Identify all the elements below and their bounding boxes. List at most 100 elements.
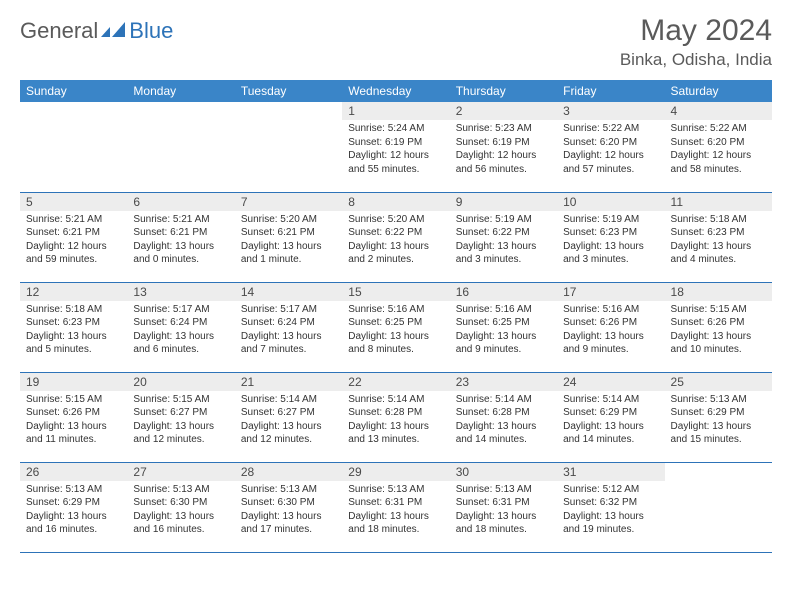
day-details: Sunrise: 5:22 AMSunset: 6:20 PMDaylight:…	[665, 120, 772, 180]
day-number: 9	[450, 193, 557, 211]
calendar-day-cell: 13Sunrise: 5:17 AMSunset: 6:24 PMDayligh…	[127, 282, 234, 372]
day-number: 27	[127, 463, 234, 481]
day-number: 12	[20, 283, 127, 301]
calendar-day-cell: 31Sunrise: 5:12 AMSunset: 6:32 PMDayligh…	[557, 462, 664, 552]
day-details: Sunrise: 5:13 AMSunset: 6:30 PMDaylight:…	[127, 481, 234, 541]
day-number: 25	[665, 373, 772, 391]
calendar-day-cell: 4Sunrise: 5:22 AMSunset: 6:20 PMDaylight…	[665, 102, 772, 192]
calendar-day-cell	[235, 102, 342, 192]
day-details: Sunrise: 5:24 AMSunset: 6:19 PMDaylight:…	[342, 120, 449, 180]
day-number: 31	[557, 463, 664, 481]
day-details: Sunrise: 5:12 AMSunset: 6:32 PMDaylight:…	[557, 481, 664, 541]
day-number: 14	[235, 283, 342, 301]
day-details: Sunrise: 5:18 AMSunset: 6:23 PMDaylight:…	[20, 301, 127, 361]
calendar-day-cell: 6Sunrise: 5:21 AMSunset: 6:21 PMDaylight…	[127, 192, 234, 282]
day-details: Sunrise: 5:16 AMSunset: 6:25 PMDaylight:…	[342, 301, 449, 361]
day-details: Sunrise: 5:19 AMSunset: 6:23 PMDaylight:…	[557, 211, 664, 271]
day-details: Sunrise: 5:18 AMSunset: 6:23 PMDaylight:…	[665, 211, 772, 271]
calendar-day-cell: 8Sunrise: 5:20 AMSunset: 6:22 PMDaylight…	[342, 192, 449, 282]
day-details: Sunrise: 5:22 AMSunset: 6:20 PMDaylight:…	[557, 120, 664, 180]
day-details: Sunrise: 5:13 AMSunset: 6:30 PMDaylight:…	[235, 481, 342, 541]
day-details: Sunrise: 5:21 AMSunset: 6:21 PMDaylight:…	[127, 211, 234, 271]
day-number: 1	[342, 102, 449, 120]
day-number: 17	[557, 283, 664, 301]
brand-sails-icon	[101, 20, 127, 38]
day-details: Sunrise: 5:13 AMSunset: 6:29 PMDaylight:…	[665, 391, 772, 451]
day-details: Sunrise: 5:19 AMSunset: 6:22 PMDaylight:…	[450, 211, 557, 271]
day-details: Sunrise: 5:17 AMSunset: 6:24 PMDaylight:…	[235, 301, 342, 361]
day-details: Sunrise: 5:20 AMSunset: 6:22 PMDaylight:…	[342, 211, 449, 271]
day-details: Sunrise: 5:15 AMSunset: 6:26 PMDaylight:…	[665, 301, 772, 361]
calendar-day-cell	[127, 102, 234, 192]
day-number: 21	[235, 373, 342, 391]
weekday-header: Saturday	[665, 80, 772, 102]
day-details: Sunrise: 5:20 AMSunset: 6:21 PMDaylight:…	[235, 211, 342, 271]
calendar-day-cell: 24Sunrise: 5:14 AMSunset: 6:29 PMDayligh…	[557, 372, 664, 462]
day-number: 5	[20, 193, 127, 211]
calendar-day-cell: 9Sunrise: 5:19 AMSunset: 6:22 PMDaylight…	[450, 192, 557, 282]
day-number: 8	[342, 193, 449, 211]
calendar-day-cell: 26Sunrise: 5:13 AMSunset: 6:29 PMDayligh…	[20, 462, 127, 552]
day-number: 2	[450, 102, 557, 120]
calendar-day-cell	[665, 462, 772, 552]
calendar-day-cell: 21Sunrise: 5:14 AMSunset: 6:27 PMDayligh…	[235, 372, 342, 462]
day-details: Sunrise: 5:15 AMSunset: 6:26 PMDaylight:…	[20, 391, 127, 451]
calendar-day-cell: 17Sunrise: 5:16 AMSunset: 6:26 PMDayligh…	[557, 282, 664, 372]
calendar-day-cell: 14Sunrise: 5:17 AMSunset: 6:24 PMDayligh…	[235, 282, 342, 372]
calendar-day-cell: 3Sunrise: 5:22 AMSunset: 6:20 PMDaylight…	[557, 102, 664, 192]
calendar-day-cell: 5Sunrise: 5:21 AMSunset: 6:21 PMDaylight…	[20, 192, 127, 282]
day-number: 16	[450, 283, 557, 301]
weekday-header: Thursday	[450, 80, 557, 102]
day-number: 28	[235, 463, 342, 481]
day-details: Sunrise: 5:13 AMSunset: 6:29 PMDaylight:…	[20, 481, 127, 541]
weekday-header: Wednesday	[342, 80, 449, 102]
day-number: 30	[450, 463, 557, 481]
day-number: 23	[450, 373, 557, 391]
calendar-day-cell: 12Sunrise: 5:18 AMSunset: 6:23 PMDayligh…	[20, 282, 127, 372]
calendar-header-row: SundayMondayTuesdayWednesdayThursdayFrid…	[20, 80, 772, 102]
brand-name-part1: General	[20, 18, 98, 44]
calendar-day-cell: 28Sunrise: 5:13 AMSunset: 6:30 PMDayligh…	[235, 462, 342, 552]
day-number: 26	[20, 463, 127, 481]
day-details: Sunrise: 5:16 AMSunset: 6:26 PMDaylight:…	[557, 301, 664, 361]
weekday-header: Sunday	[20, 80, 127, 102]
calendar-day-cell: 27Sunrise: 5:13 AMSunset: 6:30 PMDayligh…	[127, 462, 234, 552]
weekday-header: Friday	[557, 80, 664, 102]
calendar-day-cell: 20Sunrise: 5:15 AMSunset: 6:27 PMDayligh…	[127, 372, 234, 462]
calendar-day-cell: 10Sunrise: 5:19 AMSunset: 6:23 PMDayligh…	[557, 192, 664, 282]
calendar-page: General Blue May 2024 Binka, Odisha, Ind…	[0, 0, 792, 573]
calendar-day-cell: 18Sunrise: 5:15 AMSunset: 6:26 PMDayligh…	[665, 282, 772, 372]
location-label: Binka, Odisha, India	[620, 50, 772, 70]
month-title: May 2024	[620, 14, 772, 48]
calendar-week-row: 19Sunrise: 5:15 AMSunset: 6:26 PMDayligh…	[20, 372, 772, 462]
day-number: 15	[342, 283, 449, 301]
day-number: 18	[665, 283, 772, 301]
weekday-header: Monday	[127, 80, 234, 102]
page-header: General Blue May 2024 Binka, Odisha, Ind…	[20, 14, 772, 70]
calendar-day-cell	[20, 102, 127, 192]
day-number: 20	[127, 373, 234, 391]
day-details: Sunrise: 5:16 AMSunset: 6:25 PMDaylight:…	[450, 301, 557, 361]
calendar-week-row: 12Sunrise: 5:18 AMSunset: 6:23 PMDayligh…	[20, 282, 772, 372]
day-number: 11	[665, 193, 772, 211]
weekday-header: Tuesday	[235, 80, 342, 102]
calendar-week-row: 26Sunrise: 5:13 AMSunset: 6:29 PMDayligh…	[20, 462, 772, 552]
calendar-day-cell: 16Sunrise: 5:16 AMSunset: 6:25 PMDayligh…	[450, 282, 557, 372]
day-details: Sunrise: 5:14 AMSunset: 6:28 PMDaylight:…	[450, 391, 557, 451]
day-details: Sunrise: 5:21 AMSunset: 6:21 PMDaylight:…	[20, 211, 127, 271]
day-details: Sunrise: 5:15 AMSunset: 6:27 PMDaylight:…	[127, 391, 234, 451]
calendar-week-row: 5Sunrise: 5:21 AMSunset: 6:21 PMDaylight…	[20, 192, 772, 282]
day-number: 29	[342, 463, 449, 481]
day-details: Sunrise: 5:14 AMSunset: 6:29 PMDaylight:…	[557, 391, 664, 451]
calendar-day-cell: 30Sunrise: 5:13 AMSunset: 6:31 PMDayligh…	[450, 462, 557, 552]
calendar-day-cell: 11Sunrise: 5:18 AMSunset: 6:23 PMDayligh…	[665, 192, 772, 282]
calendar-day-cell: 7Sunrise: 5:20 AMSunset: 6:21 PMDaylight…	[235, 192, 342, 282]
calendar-day-cell: 1Sunrise: 5:24 AMSunset: 6:19 PMDaylight…	[342, 102, 449, 192]
day-number: 3	[557, 102, 664, 120]
day-details: Sunrise: 5:13 AMSunset: 6:31 PMDaylight:…	[450, 481, 557, 541]
day-number: 7	[235, 193, 342, 211]
title-block: May 2024 Binka, Odisha, India	[620, 14, 772, 70]
day-number: 13	[127, 283, 234, 301]
calendar-day-cell: 22Sunrise: 5:14 AMSunset: 6:28 PMDayligh…	[342, 372, 449, 462]
day-number: 10	[557, 193, 664, 211]
